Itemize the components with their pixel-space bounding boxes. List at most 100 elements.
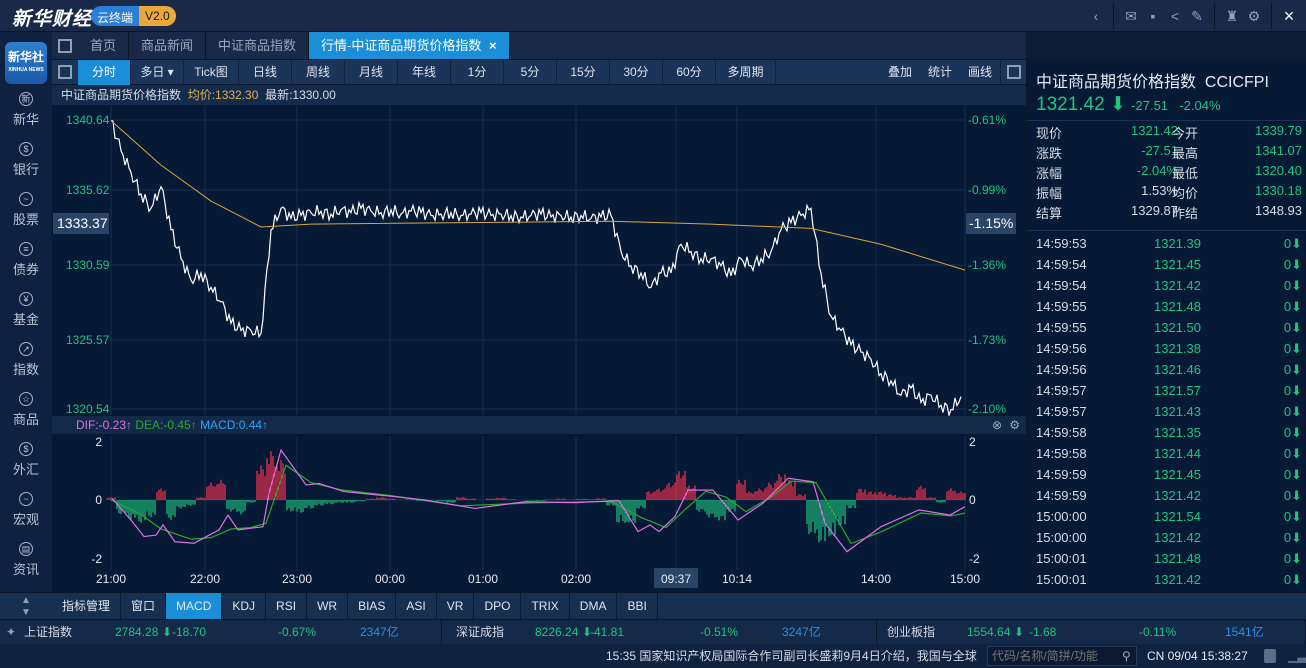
- period-button-9[interactable]: 15分: [557, 60, 610, 85]
- chevron-left-icon[interactable]: ‹: [1093, 8, 1099, 24]
- period-button-12[interactable]: 多周期: [716, 60, 776, 85]
- index-price: 2784.28: [115, 625, 159, 639]
- tick-row: 14:59:55 1321.50 0⬇: [1036, 320, 1302, 340]
- dea-line: [110, 464, 966, 545]
- tick-price: 1321.42: [1154, 488, 1201, 503]
- sidebar-item-2[interactable]: ~ 股票: [0, 192, 52, 228]
- sidebar-item-8[interactable]: ~ 宏观: [0, 492, 52, 528]
- chart-canvas[interactable]: 21:00 22:00 23:00 00:00 01:00 02:00 09:37 10:14…: [52, 105, 1026, 592]
- sidebar-item-7[interactable]: $ 外汇: [0, 442, 52, 478]
- stat-label: 最高: [1172, 146, 1199, 161]
- tick-price: 1321.45: [1154, 467, 1201, 482]
- stat-value: 1.53%: [1141, 183, 1178, 198]
- tab-close-icon[interactable]: ×: [489, 38, 497, 53]
- pin-icon[interactable]: ✦: [6, 625, 17, 639]
- index-item[interactable]: 创业板指 1554.64 ⬇ -1.68 -0.11% 1541亿: [877, 620, 1306, 644]
- period-button-11[interactable]: 60分: [663, 60, 716, 85]
- share-icon[interactable]: <: [1170, 8, 1180, 24]
- sidebar-item-5[interactable]: ↗ 指数: [0, 342, 52, 378]
- period-button-10[interactable]: 30分: [610, 60, 663, 85]
- tool-button-2[interactable]: 画线: [967, 65, 992, 79]
- sidebar-item-9[interactable]: ▤ 资讯: [0, 542, 52, 578]
- tick-volume: 0⬇: [1283, 236, 1302, 251]
- indicator-tab-kdj[interactable]: KDJ: [222, 593, 267, 619]
- indicator-tab-asi[interactable]: ASI: [396, 593, 437, 619]
- period-button-3[interactable]: 日线: [239, 60, 292, 85]
- toggle-panel-button[interactable]: [52, 32, 78, 59]
- indicator-tab-dpo[interactable]: DPO: [474, 593, 522, 619]
- period-button-8[interactable]: 5分: [504, 60, 557, 85]
- stat-row: 现价 1321.42 今开 1339.79: [1036, 123, 1302, 143]
- download-icon[interactable]: [1264, 649, 1276, 663]
- search-input[interactable]: [987, 646, 1137, 666]
- tick-row: 14:59:57 1321.57 0⬇: [1036, 383, 1302, 403]
- stat-row: 涨幅 -2.04% 最低 1320.40: [1036, 163, 1302, 183]
- index-pct: -0.11%: [1139, 625, 1177, 639]
- period-button-2[interactable]: Tick图: [184, 60, 239, 85]
- tick-time: 14:59:55: [1036, 320, 1087, 335]
- indicator-settings-icon[interactable]: ⚙: [1009, 418, 1020, 432]
- period-toolbar: 分时 多日 ▾ Tick图 日线 周线 月线 年线 1分 5分 15分 30分 60分 多周期 叠加 统计…: [52, 59, 1026, 85]
- close-icon[interactable]: ×: [1283, 5, 1295, 26]
- down-arrow-icon: ⬇: [1291, 383, 1302, 398]
- tick-row: 14:59:58 1321.44 0⬇: [1036, 446, 1302, 466]
- chat-icon[interactable]: ▪: [1150, 8, 1156, 24]
- xinhua-logo[interactable]: 新华社 XINHUA NEWS: [5, 42, 47, 84]
- period-button-0[interactable]: 分时: [78, 60, 131, 85]
- indicator-tab-bias[interactable]: BIAS: [348, 593, 397, 619]
- toggle-left-button[interactable]: [52, 60, 78, 84]
- index-amount: 2347亿: [360, 625, 399, 639]
- tick-price: 1321.54: [1154, 509, 1201, 524]
- tick-time: 15:00:00: [1036, 509, 1087, 524]
- close-indicator-icon[interactable]: ⊗: [991, 418, 1002, 432]
- indicator-tab-wr[interactable]: WR: [307, 593, 349, 619]
- stat-value: 1329.87: [1131, 203, 1178, 218]
- scroll-arrows-icon[interactable]: ▲ ▼: [21, 595, 31, 618]
- toggle-right-panel-button[interactable]: [1000, 60, 1026, 84]
- tab-commodity-news[interactable]: 商品新闻: [129, 32, 207, 59]
- tick-row: 15:00:01 1321.42 0⬇: [1036, 572, 1302, 592]
- period-button-4[interactable]: 周线: [292, 60, 345, 85]
- tab-quote-active[interactable]: 行情-中证商品期货价格指数 ×: [309, 32, 510, 59]
- sidebar-item-0[interactable]: 新新华: [0, 92, 52, 128]
- indicator-tab-dma[interactable]: DMA: [570, 593, 618, 619]
- sidebar-item-1[interactable]: $ 银行: [0, 142, 52, 178]
- index-item[interactable]: 深证成指 8226.24 ⬇ -41.81 -0.51% 3247亿: [442, 620, 877, 644]
- index-price: 8226.24: [535, 625, 579, 639]
- indicator-tab-vr[interactable]: VR: [437, 593, 475, 619]
- tab-csi-commodity-index[interactable]: 中证商品指数: [206, 32, 310, 59]
- index-name: 上证指数: [24, 625, 73, 639]
- period-button-5[interactable]: 月线: [345, 60, 398, 85]
- tool-button-0[interactable]: 叠加: [887, 65, 912, 79]
- sidebar-item-3[interactable]: ≡ 债券: [0, 242, 52, 278]
- tab-home[interactable]: 首页: [78, 32, 130, 59]
- sidebar-item-4[interactable]: ¥ 基金: [0, 292, 52, 328]
- avg-price-line: [110, 120, 966, 271]
- notes-icon[interactable]: ✎: [1191, 7, 1203, 24]
- macd-tick-label: 2: [95, 435, 102, 449]
- indicator-tab-trix[interactable]: TRIX: [521, 593, 570, 619]
- tick-time: 14:59:53: [1036, 236, 1087, 251]
- skin-icon[interactable]: ♜: [1225, 7, 1239, 24]
- tick-price: 1321.45: [1154, 257, 1201, 272]
- indicator-tab-rsi[interactable]: RSI: [266, 593, 308, 619]
- period-button-7[interactable]: 1分: [451, 60, 504, 85]
- quote-title: 中证商品期货价格指数 CCICFPI: [1036, 74, 1269, 91]
- indicator-tab-macd[interactable]: MACD: [166, 593, 223, 619]
- tick-volume: 0⬇: [1283, 383, 1302, 398]
- gear-icon[interactable]: ⚙: [1247, 7, 1261, 24]
- news-ticker[interactable]: 15:35 国家知识产权局国际合作司副司长盛莉9月4日介绍，我国与全球: [606, 649, 977, 663]
- indicator-tab-bbi[interactable]: BBI: [617, 593, 658, 619]
- tool-button-1[interactable]: 统计: [927, 65, 952, 79]
- indicator-tab-指标管理[interactable]: 指标管理: [52, 593, 122, 619]
- period-button-1[interactable]: 多日 ▾: [131, 60, 184, 85]
- mail-icon[interactable]: ✉: [1125, 7, 1137, 24]
- tab-bar: 首页 商品新闻 中证商品指数 行情-中证商品期货价格指数 ×: [52, 32, 1026, 59]
- index-item[interactable]: ✦ 上证指数 2784.28 ⬇ -18.70 -0.67% 2347亿: [0, 620, 442, 644]
- indicator-tab-窗口[interactable]: 窗口: [121, 593, 167, 619]
- sidebar-item-6[interactable]: ☆ 商品: [0, 392, 52, 428]
- tick-price: 1321.46: [1154, 362, 1201, 377]
- intraday-chart[interactable]: 21:00 22:00 23:00 00:00 01:00 02:00 09:37 10:14…: [52, 105, 1026, 592]
- period-button-6[interactable]: 年线: [398, 60, 451, 85]
- search-icon[interactable]: ⚲: [1122, 649, 1131, 663]
